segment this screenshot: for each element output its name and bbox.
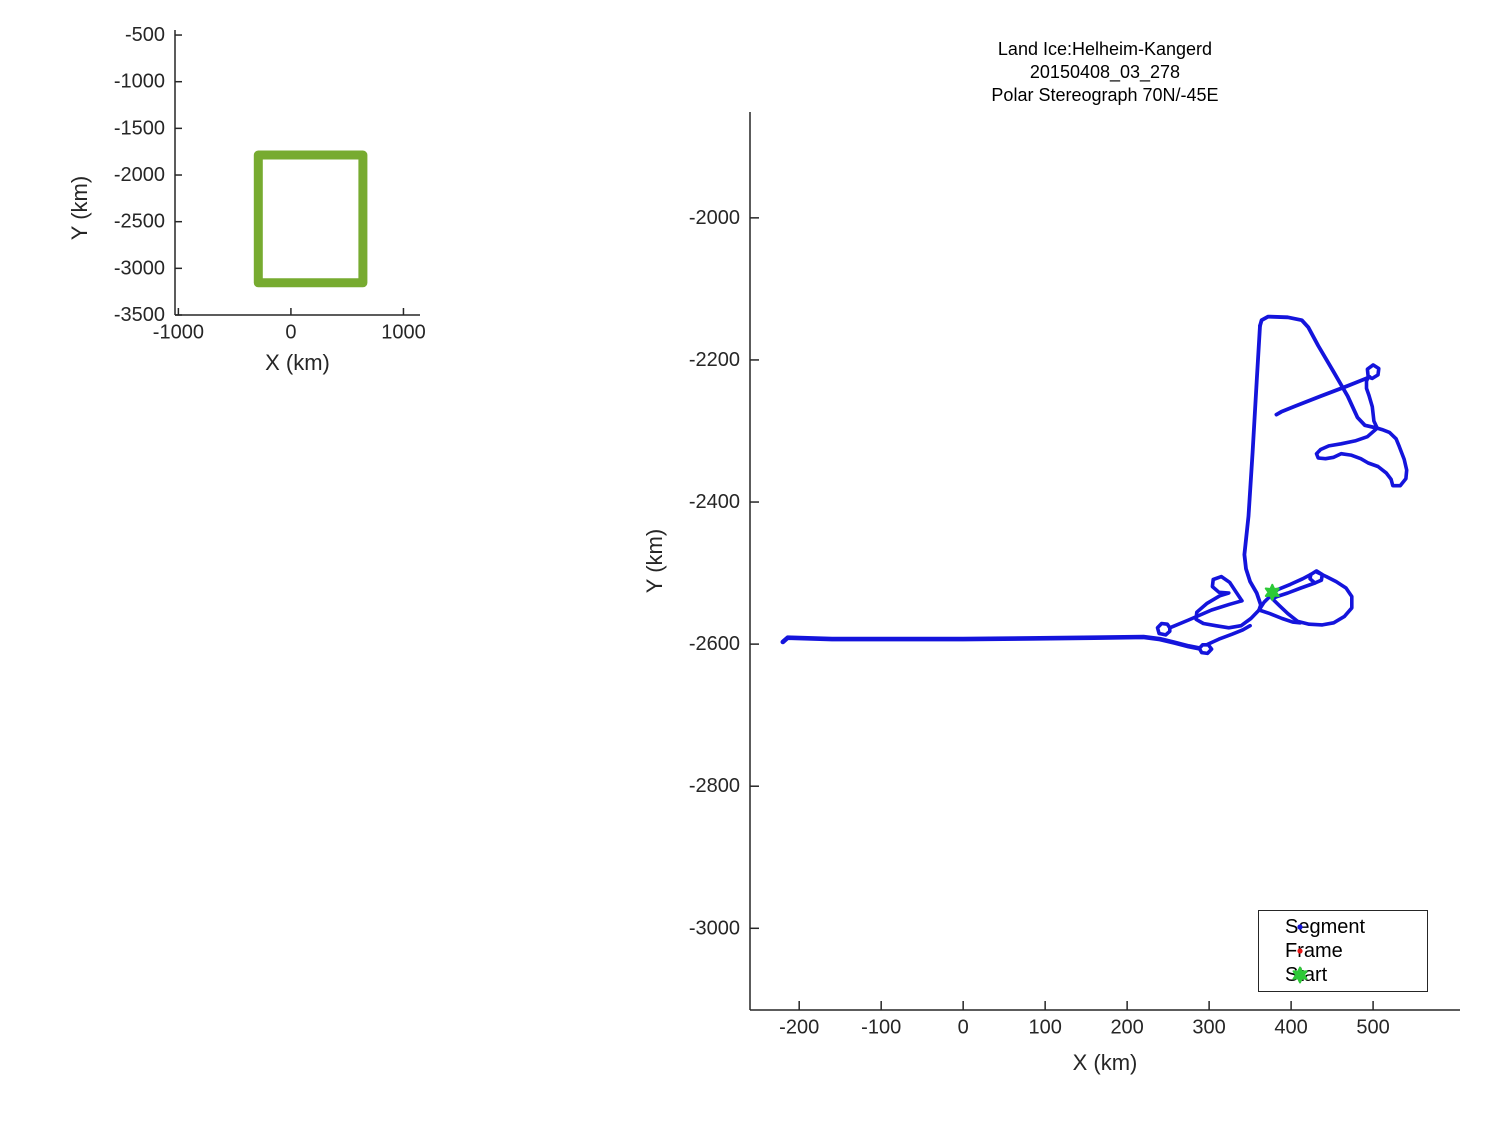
legend-item-start: Start bbox=[1277, 963, 1417, 987]
main-y-tick-label: -2000 bbox=[689, 207, 740, 229]
legend-item-frame: Frame bbox=[1277, 939, 1417, 963]
track-marker-back bbox=[1270, 581, 1317, 601]
overview-y-tick-label: -500 bbox=[125, 24, 165, 46]
overview-x-tick-label: 0 bbox=[285, 322, 296, 344]
main-x-tick-label: 100 bbox=[1028, 1017, 1061, 1039]
legend-marker-dot-icon bbox=[1297, 924, 1303, 930]
legend-hexagram bbox=[1292, 966, 1308, 984]
track-top-corner-diagonal bbox=[1258, 314, 1380, 431]
main-x-tick-label: 500 bbox=[1356, 1017, 1389, 1039]
main-xlabel: X (km) bbox=[1072, 1050, 1138, 1075]
track-right-lobe bbox=[1270, 570, 1354, 627]
overview-y-tick-label: -2500 bbox=[114, 211, 165, 233]
overview-x-tick-label: -1000 bbox=[153, 322, 204, 344]
track-approach-line bbox=[780, 634, 1202, 651]
overview-plot: -1000 0 1000 -500 -1000 -1500 -2000 -2500 -3000 -… bbox=[114, 24, 426, 344]
overview-ylabel: Y (km) bbox=[67, 175, 92, 241]
track-spur-b bbox=[1167, 598, 1244, 630]
main-ylabel: Y (km) bbox=[642, 528, 667, 594]
track-cluster-left-lobe bbox=[1194, 574, 1261, 630]
overview-y-tick-label: -1500 bbox=[114, 117, 165, 139]
track-loop-b bbox=[1155, 621, 1172, 637]
track-pretzel-loop bbox=[1314, 426, 1409, 488]
main-plot: -200 -100 0 100 200 300 400 500 -2000 -2200 -2400 -… bbox=[689, 112, 1460, 1039]
overview-y-tick-label: -3000 bbox=[114, 257, 165, 279]
main-y-tick-label: -2800 bbox=[689, 775, 740, 797]
legend-item-segment: Segment bbox=[1277, 915, 1417, 939]
main-title: Land Ice:Helheim-Kangerd 20150408_03_278… bbox=[750, 38, 1460, 107]
main-x-tick-label: 0 bbox=[958, 1017, 969, 1039]
overview-y-tick-label: -3500 bbox=[114, 304, 165, 326]
legend-label: Frame bbox=[1285, 939, 1343, 962]
main-x-tick-label: -200 bbox=[779, 1017, 819, 1039]
legend-dot bbox=[1297, 948, 1303, 954]
start-marker bbox=[1264, 583, 1280, 601]
track-vertical-leg bbox=[1242, 323, 1263, 612]
main-x-tick-label: 300 bbox=[1192, 1017, 1225, 1039]
track-loop-a bbox=[1197, 642, 1214, 656]
title-line-2: 20150408_03_278 bbox=[1029, 62, 1181, 82]
track-neck-up bbox=[1364, 375, 1380, 430]
overview-y-tick-label: -2000 bbox=[114, 164, 165, 186]
legend-dot bbox=[1297, 924, 1303, 930]
legend-marker-dot-icon bbox=[1297, 948, 1303, 954]
track-return-a bbox=[1204, 623, 1252, 647]
track-long-diagonal bbox=[1274, 375, 1372, 417]
overview-x-tick-label: 1000 bbox=[381, 322, 426, 344]
main-x-tick-label: 400 bbox=[1274, 1017, 1307, 1039]
track-loop-c bbox=[1365, 363, 1381, 381]
main-y-tick-label: -3000 bbox=[689, 917, 740, 939]
track-bottom-strand bbox=[1257, 608, 1302, 625]
overview-y-tick-label: -1000 bbox=[114, 71, 165, 93]
legend-marker-hexagram-icon bbox=[1292, 966, 1308, 984]
main-x-tick-label: -100 bbox=[861, 1017, 901, 1039]
title-line-3: Polar Stereograph 70N/-45E bbox=[991, 85, 1219, 105]
main-y-tick-label: -2600 bbox=[689, 633, 740, 655]
main-x-tick-label: 200 bbox=[1110, 1017, 1143, 1039]
legend: Segment Frame Start bbox=[1258, 910, 1428, 992]
overview-xlabel: X (km) bbox=[265, 350, 330, 375]
coverage-box bbox=[253, 150, 368, 288]
legend-label: Segment bbox=[1285, 915, 1366, 938]
main-y-tick-label: -2200 bbox=[689, 349, 740, 371]
title-line-1: Land Ice:Helheim-Kangerd bbox=[997, 39, 1213, 59]
main-y-tick-label: -2400 bbox=[689, 491, 740, 513]
legend-label: Start bbox=[1285, 963, 1328, 986]
